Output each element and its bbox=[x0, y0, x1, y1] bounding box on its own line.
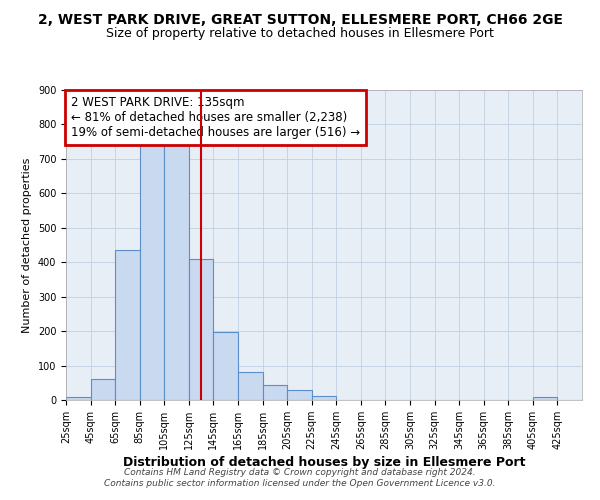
Y-axis label: Number of detached properties: Number of detached properties bbox=[22, 158, 32, 332]
Bar bbox=[66, 396, 91, 400]
Bar bbox=[140, 142, 164, 400]
Text: Contains HM Land Registry data © Crown copyright and database right 2024.
Contai: Contains HM Land Registry data © Crown c… bbox=[104, 468, 496, 487]
Bar bbox=[533, 396, 557, 400]
Text: 2 WEST PARK DRIVE: 135sqm
← 81% of detached houses are smaller (2,238)
19% of se: 2 WEST PARK DRIVE: 135sqm ← 81% of detac… bbox=[71, 96, 360, 139]
Bar bbox=[164, 145, 189, 400]
Bar bbox=[214, 332, 238, 400]
Bar bbox=[91, 380, 115, 400]
Text: Size of property relative to detached houses in Ellesmere Port: Size of property relative to detached ho… bbox=[106, 28, 494, 40]
Text: 2, WEST PARK DRIVE, GREAT SUTTON, ELLESMERE PORT, CH66 2GE: 2, WEST PARK DRIVE, GREAT SUTTON, ELLESM… bbox=[37, 12, 563, 26]
Bar bbox=[312, 396, 336, 400]
X-axis label: Distribution of detached houses by size in Ellesmere Port: Distribution of detached houses by size … bbox=[123, 456, 525, 469]
Bar bbox=[238, 372, 263, 400]
Bar bbox=[263, 384, 287, 400]
Bar bbox=[189, 259, 214, 400]
Bar bbox=[115, 250, 140, 400]
Bar bbox=[287, 390, 312, 400]
